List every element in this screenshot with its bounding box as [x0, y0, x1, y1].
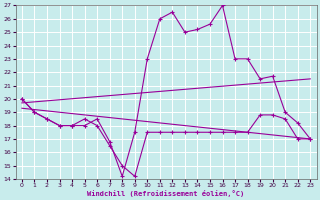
- X-axis label: Windchill (Refroidissement éolien,°C): Windchill (Refroidissement éolien,°C): [87, 190, 245, 197]
